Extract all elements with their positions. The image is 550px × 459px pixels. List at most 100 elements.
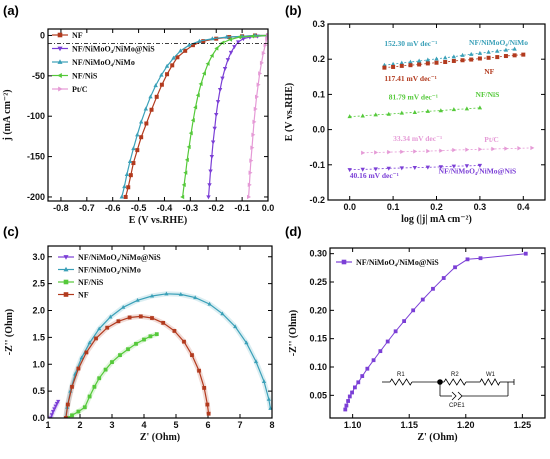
y-tick-label: 0.30 [309,249,327,259]
data-point [228,50,234,55]
x-tick-label: 1.15 [400,420,418,430]
legend: NF NF/NiMoO₄/NiMo@NiS NF/NiMoO₄/NiMo NF/NiS… [52,31,155,94]
x-tick-label: 1.20 [457,420,475,430]
data-point [464,164,470,169]
y-tick-label: 0.5 [32,386,45,396]
fit-band [66,331,158,418]
data-point [373,112,378,117]
data-point [517,146,522,151]
data-point [512,46,517,51]
data-point [178,292,183,296]
data-point [491,146,496,152]
plot-area [119,33,268,200]
data-point [393,329,398,334]
data-point [344,403,349,408]
data-point [386,111,391,116]
data-point [131,161,136,166]
data-point [477,50,483,55]
data-point [87,340,92,345]
data-point [105,325,110,330]
circuit-label-r2: R2 [451,372,459,378]
plot-area [347,46,535,173]
data-point [256,82,261,87]
data-point [209,53,214,58]
series-line [182,34,268,198]
data-point [135,132,140,137]
data-point [350,390,354,395]
series-3 [180,34,268,200]
data-point [122,184,127,189]
legend-swatch-marker [341,259,347,265]
y-tick-label: 0 [40,30,45,40]
data-point [164,63,170,68]
data-point [207,301,212,306]
data-point [208,169,213,174]
data-point [425,57,431,62]
data-point [391,64,396,69]
data-point [477,105,483,110]
data-point [425,108,431,113]
data-point [198,81,203,87]
data-point [51,410,56,414]
data-point [477,163,483,168]
data-point [225,58,231,63]
x-tick-label: -0.3 [183,203,199,213]
slope-annotation: NF/NiMoO₄/NiMo@NiS [439,167,517,176]
data-point [347,168,352,173]
data-point [183,170,188,175]
x-tick-label: 0.1 [387,202,400,212]
data-point [188,130,193,136]
x-tick-label: -0.5 [131,203,147,213]
data-point [201,39,206,44]
series-1 [206,33,268,200]
data-point [521,52,526,57]
legend-swatch-marker [57,46,63,52]
data-point [346,399,351,403]
data-point [65,402,70,407]
x-tick-label: -0.8 [53,203,69,213]
data-point [190,43,195,48]
x-tick-label: 1.10 [344,420,362,430]
data-point [184,157,189,163]
data-point [343,407,348,412]
data-point [142,337,146,342]
data-point [126,347,130,352]
slope-annotation: NF/NiS [476,90,500,99]
legend-entry: NF/NiMoO₄/NiMo@NiS [78,253,161,262]
data-point [252,119,257,125]
x-tick-label: 6 [205,420,210,430]
panel-c: 1 2 3 4 5 6 7 8 0.0 0.5 1.0 1.5 2.0 2.5 3.0 Z' (Ohm) -Z'… [3,224,275,443]
series-0 [382,46,517,67]
circuit-inset: R1 R2 W1 CPE1 [382,372,515,409]
data-point [477,56,482,61]
data-point [214,46,219,51]
x-axis-title: Z' (Ohm) [417,432,457,443]
data-point [236,40,241,45]
data-point [253,359,259,364]
data-point [402,319,407,323]
plot-frame [47,245,273,419]
x-tick-label: 3 [109,420,114,430]
data-point [206,411,211,416]
data-point [110,360,114,364]
data-point [347,114,352,119]
data-point [386,166,391,171]
data-point [202,386,207,390]
panel-d: 1.10 1.15 1.20 1.25 0.05 0.10 0.15 0.20 0.25 0.30… [285,224,546,443]
data-point [255,94,260,100]
data-point [412,166,417,171]
plot-frame [327,23,546,201]
data-point [193,105,198,110]
legend: NF/NiMoO₄/NiMo@NiS NF/NiMoO₄/NiMo NF/NiS NF [58,253,161,300]
legend-entry: NF/NiMoO₄/NiMo@NiS [356,258,439,267]
data-point [209,154,215,159]
data-point [453,265,457,270]
x-tick-label: 0.0 [343,202,356,212]
data-point [148,334,153,339]
data-point [197,368,201,373]
data-point [495,55,500,60]
legend-swatch-marker [57,59,63,64]
y-tick-label: -0.1 [309,160,325,170]
data-point [97,376,102,381]
data-point [76,366,81,371]
